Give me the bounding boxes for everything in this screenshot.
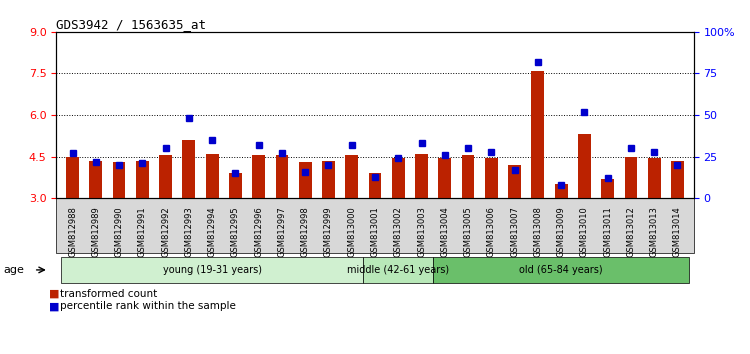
Bar	[89, 161, 102, 198]
Bar	[159, 155, 172, 198]
Bar	[298, 162, 311, 198]
Bar	[555, 184, 568, 198]
Text: ■: ■	[49, 289, 59, 299]
Text: age: age	[4, 265, 25, 275]
Bar	[252, 155, 265, 198]
Text: middle (42-61 years): middle (42-61 years)	[347, 265, 449, 275]
Bar	[648, 158, 661, 198]
Bar	[578, 135, 591, 198]
Bar	[625, 156, 638, 198]
Text: transformed count: transformed count	[60, 289, 158, 299]
Bar	[229, 173, 242, 198]
Bar	[322, 161, 334, 198]
Bar	[509, 165, 521, 198]
Bar	[136, 161, 148, 198]
Bar	[462, 155, 475, 198]
Bar	[368, 173, 382, 198]
Bar	[182, 140, 195, 198]
Bar	[112, 162, 125, 198]
Bar	[416, 154, 428, 198]
Text: young (19-31 years): young (19-31 years)	[163, 265, 262, 275]
Text: GDS3942 / 1563635_at: GDS3942 / 1563635_at	[56, 18, 206, 31]
Bar	[66, 156, 79, 198]
Bar	[392, 158, 405, 198]
Bar	[671, 161, 684, 198]
Bar	[532, 71, 544, 198]
Text: ■: ■	[49, 301, 59, 311]
Bar	[345, 155, 358, 198]
Bar	[275, 155, 288, 198]
Text: old (65-84 years): old (65-84 years)	[519, 265, 603, 275]
Bar	[485, 158, 498, 198]
Bar	[439, 158, 452, 198]
Bar	[206, 154, 218, 198]
Text: percentile rank within the sample: percentile rank within the sample	[60, 301, 236, 311]
Bar	[602, 179, 614, 198]
